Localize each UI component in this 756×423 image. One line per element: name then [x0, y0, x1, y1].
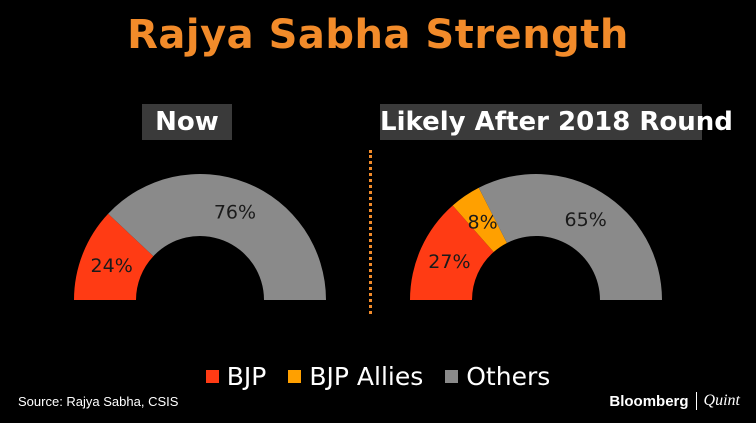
chart-title: Rajya Sabha Strength	[127, 12, 629, 58]
panel-divider	[369, 150, 372, 314]
chart1-slice-bjp	[74, 213, 154, 300]
panel-label-after-2018: Likely After 2018 Round	[380, 104, 733, 140]
chart2-label-others: 65%	[565, 209, 607, 231]
legend: BJP BJP Allies Others	[0, 362, 756, 391]
legend-label-bjp-allies: BJP Allies	[309, 362, 424, 391]
chart2-slice-bjp-allies	[452, 187, 507, 252]
legend-label-bjp: BJP	[226, 362, 267, 391]
legend-swatch-others	[445, 370, 459, 383]
chart1-label-others: 76%	[214, 202, 256, 224]
brand-logo: Bloomberg Quint	[609, 392, 740, 410]
legend-label-others: Others	[466, 362, 551, 391]
chart1-slice-others	[108, 174, 326, 300]
chart1-label-bjp: 24%	[91, 255, 133, 277]
brand-bloomberg: Bloomberg	[609, 392, 689, 410]
legend-item-others: Others	[445, 362, 550, 391]
brand-separator	[695, 392, 697, 410]
chart2-label-bjp: 27%	[428, 251, 470, 273]
panel-label-now: Now	[142, 104, 232, 140]
chart2-label-bjp-allies: 8%	[468, 211, 498, 233]
chart2-slice-others	[478, 173, 662, 300]
legend-swatch-bjp	[205, 370, 219, 383]
legend-item-bjp-allies: BJP Allies	[288, 362, 423, 391]
brand-quint: Quint	[703, 392, 740, 409]
source-note: Source: Rajya Sabha, CSIS	[18, 394, 179, 409]
chart2-slice-bjp	[410, 205, 494, 300]
legend-swatch-bjp-allies	[288, 370, 302, 383]
legend-item-bjp: BJP	[205, 362, 267, 391]
